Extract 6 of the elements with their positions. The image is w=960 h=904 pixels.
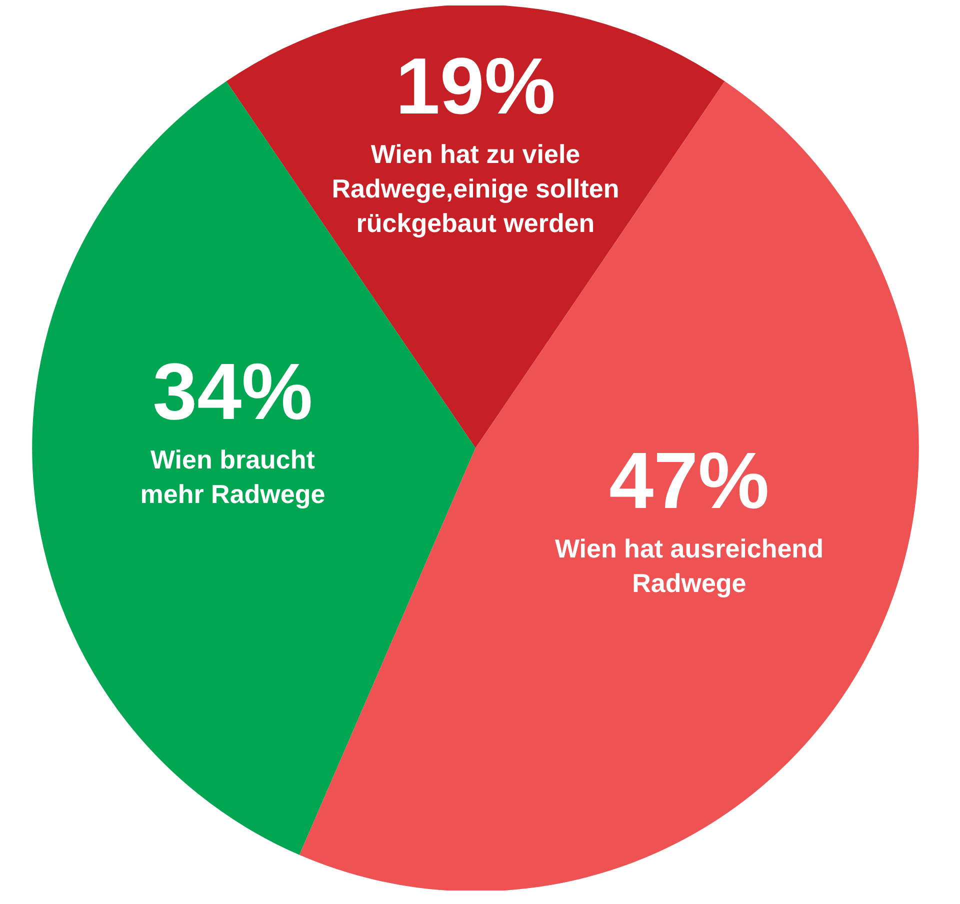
slice-label: Wien hat ausreichend Radwege [554,534,824,598]
data-label: 47% [609,436,770,526]
data-label: 34% [152,347,313,436]
data-label: 19% [395,42,556,131]
slice-label: Wien braucht mehr Radwege [140,444,326,510]
slice-label: Wien hat zu viele Radwege,einige sollten rückgebaut werden [332,139,620,238]
